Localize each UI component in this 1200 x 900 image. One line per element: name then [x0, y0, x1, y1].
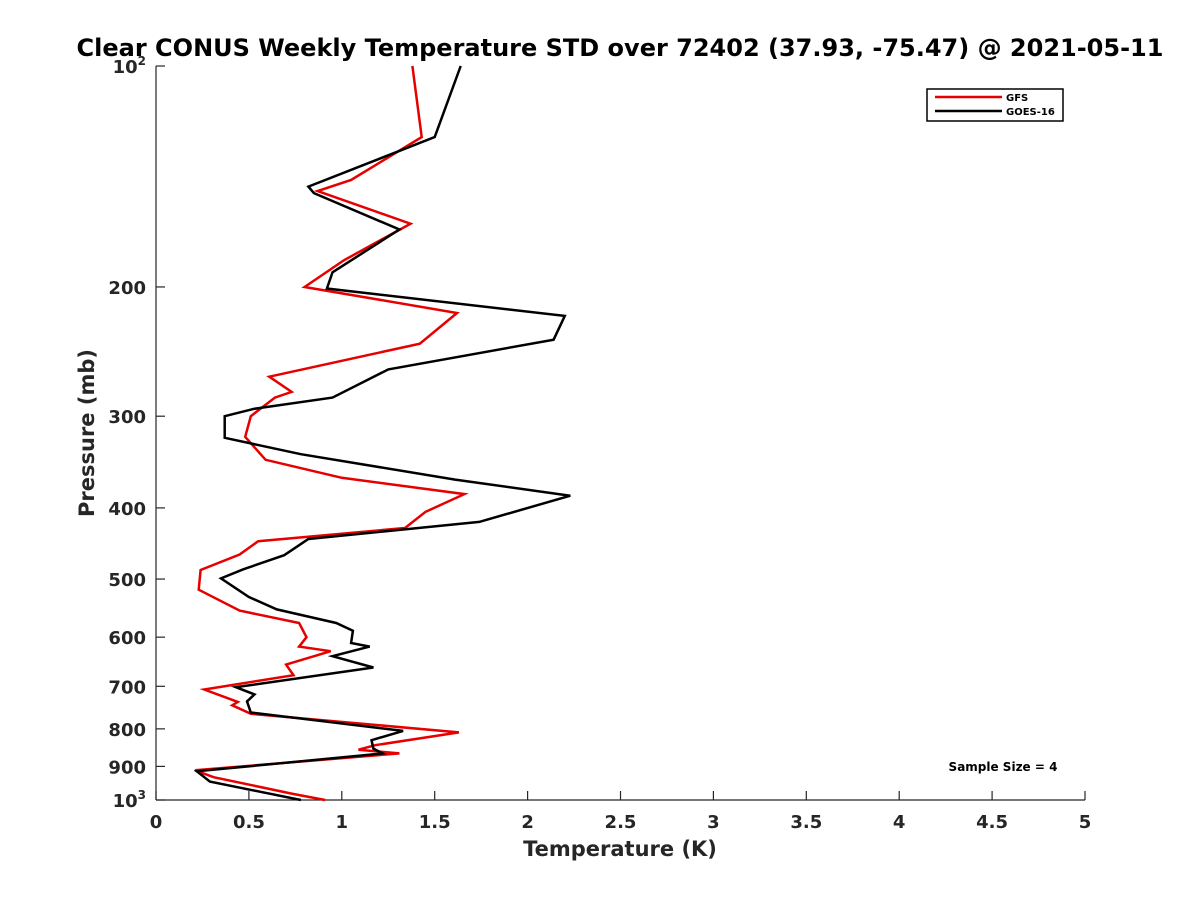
y-tick-label: 600	[108, 628, 146, 649]
y-axis-label: Pressure (mb)	[75, 349, 99, 517]
legend: GFS GOES-16	[926, 88, 1064, 122]
y-tick-label: 300	[108, 407, 146, 428]
x-tick-label: 5	[1079, 812, 1092, 833]
sample-size-annotation: Sample Size = 4	[949, 760, 1058, 774]
legend-label-gfs: GFS	[1006, 93, 1028, 104]
y-tick-label: 102	[113, 54, 146, 78]
y-tick-label: 103	[113, 788, 146, 812]
y-tick-label: 700	[108, 677, 146, 698]
series-layer	[193, 65, 571, 802]
x-tick-label: 3.5	[790, 812, 822, 833]
x-tick-label: 1	[336, 812, 349, 833]
x-tick-label: 2	[521, 812, 534, 833]
x-tick-label: 0.5	[233, 812, 265, 833]
x-axis-ticks: 0 0.5 1 1.5 2 2.5 3 3.5 4 4.5 5	[150, 791, 1092, 833]
plot-area: 0 0.5 1 1.5 2 2.5 3 3.5 4 4.5 5 102 200 300 400 500 600…	[108, 54, 1091, 833]
legend-label-goes-16: GOES-16	[1006, 107, 1055, 118]
series-line-gfs	[194, 65, 469, 802]
y-tick-label: 900	[108, 757, 146, 778]
series-line-goes-16	[193, 65, 571, 802]
x-tick-label: 3	[707, 812, 720, 833]
chart-title: Clear CONUS Weekly Temperature STD over …	[77, 34, 1164, 62]
y-tick-label: 500	[108, 570, 146, 591]
x-tick-label: 2.5	[605, 812, 637, 833]
y-axis-ticks: 102 200 300 400 500 600 700 800 900 103	[108, 54, 165, 812]
y-tick-label: 200	[108, 278, 146, 299]
y-tick-label: 800	[108, 720, 146, 741]
x-tick-label: 1.5	[419, 812, 451, 833]
x-tick-label: 4.5	[976, 812, 1008, 833]
x-tick-label: 0	[150, 812, 163, 833]
y-tick-label: 400	[108, 499, 146, 520]
x-axis-label: Temperature (K)	[523, 837, 717, 861]
x-tick-label: 4	[893, 812, 906, 833]
legend-box	[926, 88, 1064, 122]
